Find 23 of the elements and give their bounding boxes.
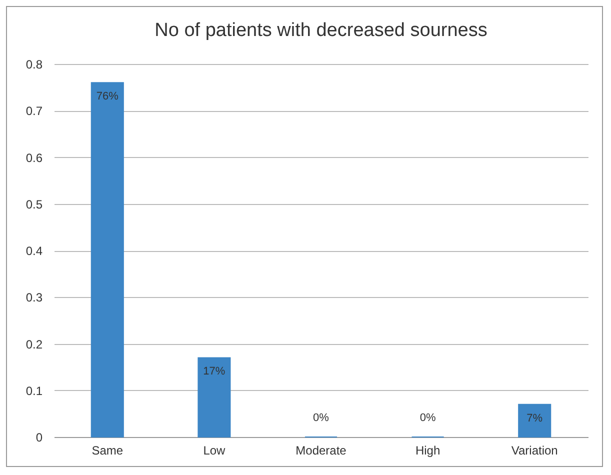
y-tick-label: 0.5	[26, 197, 43, 212]
bar	[198, 357, 231, 438]
y-tick-label: 0.7	[26, 104, 43, 118]
data-label: 76%	[96, 90, 119, 103]
x-tick-label: Moderate	[296, 444, 347, 458]
y-tick-label: 0	[36, 430, 43, 444]
y-tick-label: 0.1	[26, 384, 43, 398]
x-tick-label: Variation	[511, 444, 558, 458]
y-tick-label: 0.4	[26, 244, 43, 258]
x-tick-label: High	[415, 444, 440, 458]
bar	[518, 404, 552, 438]
y-tick-label: 0.3	[26, 290, 43, 305]
data-label: 7%	[526, 412, 543, 424]
y-tick-label: 0.8	[26, 58, 43, 72]
x-tick-label: Low	[203, 444, 226, 458]
x-tick-label: Same	[92, 444, 124, 458]
data-label: 0%	[420, 412, 436, 424]
y-tick-label: 0.6	[26, 150, 43, 165]
chart-title: No of patients with decreased sourness	[154, 20, 488, 41]
data-label: 0%	[313, 412, 330, 424]
y-tick-label: 0.2	[26, 337, 43, 352]
bar	[90, 82, 124, 438]
data-label: 17%	[203, 366, 226, 378]
